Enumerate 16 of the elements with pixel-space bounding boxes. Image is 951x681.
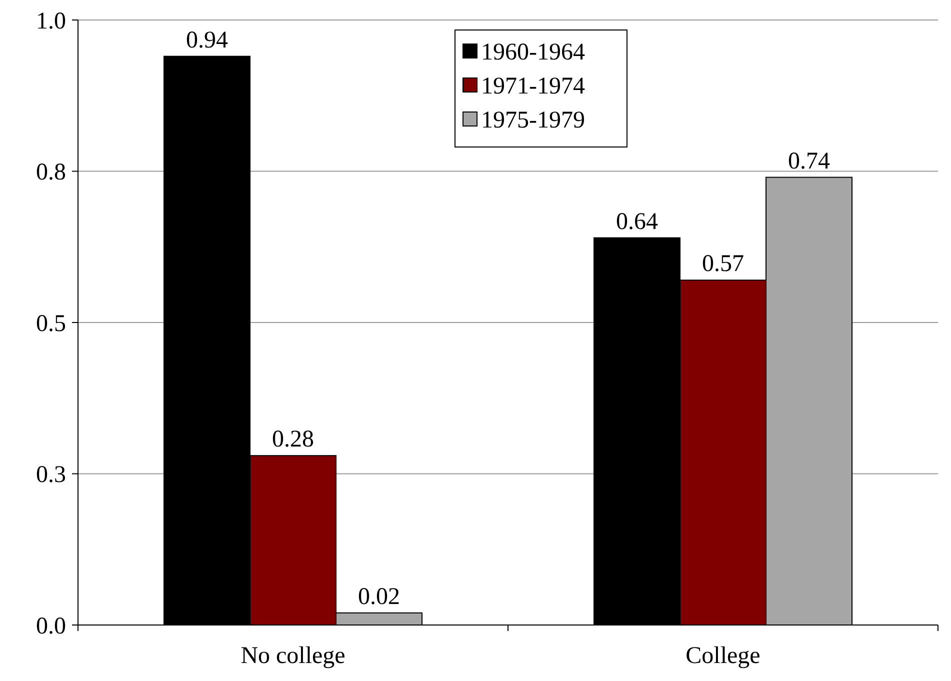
y-tick-label: 0.8 bbox=[36, 160, 66, 186]
y-tick-label: 0.3 bbox=[36, 462, 66, 488]
y-tick-label: 0.5 bbox=[36, 310, 66, 337]
data-label: 0.57 bbox=[702, 251, 744, 278]
data-label: 0.94 bbox=[186, 27, 228, 54]
y-tick-label: 1.0 bbox=[36, 8, 66, 34]
legend-label: 1960-1964 bbox=[481, 39, 585, 66]
legend-label: 1975-1979 bbox=[481, 107, 585, 134]
data-label: 0.64 bbox=[616, 208, 658, 235]
legend-label: 1971-1974 bbox=[481, 73, 585, 100]
x-tick-label: College bbox=[686, 643, 760, 669]
data-label: 0.74 bbox=[788, 148, 830, 174]
data-label: 0.28 bbox=[272, 426, 314, 453]
data-label: 0.02 bbox=[358, 584, 400, 610]
x-tick-label: No college bbox=[240, 643, 346, 669]
y-tick-label: 0.0 bbox=[36, 613, 66, 640]
